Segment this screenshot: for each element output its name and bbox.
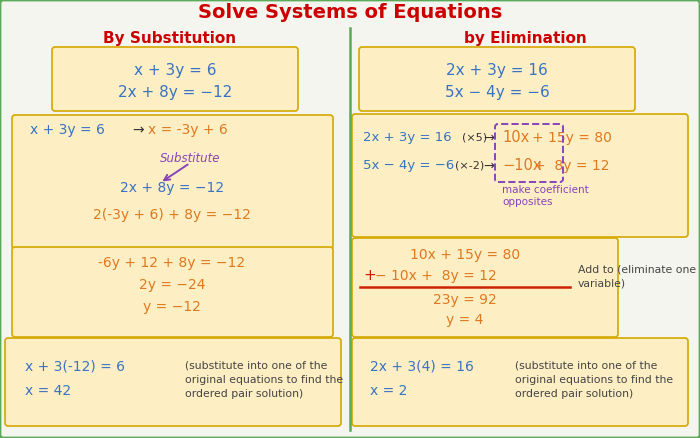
Text: original equations to find the: original equations to find the (515, 375, 673, 385)
Text: original equations to find the: original equations to find the (185, 375, 343, 385)
FancyBboxPatch shape (12, 115, 333, 249)
Text: x + 3y = 6: x + 3y = 6 (30, 123, 105, 137)
Text: (substitute into one of the: (substitute into one of the (185, 361, 328, 371)
Text: x + 3y = 6: x + 3y = 6 (134, 63, 216, 78)
Text: ordered pair solution): ordered pair solution) (515, 389, 634, 399)
Text: +: + (363, 268, 376, 283)
Text: 5x − 4y = −6: 5x − 4y = −6 (444, 85, 550, 99)
Text: (×-2): (×-2) (455, 161, 484, 171)
Text: −10x: −10x (502, 159, 542, 173)
Text: 2x + 8y = −12: 2x + 8y = −12 (120, 181, 224, 195)
Text: Substitute: Substitute (160, 152, 220, 165)
Text: make coefficient: make coefficient (502, 185, 589, 195)
FancyBboxPatch shape (12, 247, 333, 337)
FancyBboxPatch shape (52, 47, 298, 111)
Text: ordered pair solution): ordered pair solution) (185, 389, 303, 399)
Text: By Substitution: By Substitution (104, 31, 237, 46)
Text: Add to (eliminate one: Add to (eliminate one (578, 265, 696, 275)
Text: 5x − 4y = −6: 5x − 4y = −6 (363, 159, 454, 173)
Text: x + 3(-12) = 6: x + 3(-12) = 6 (25, 359, 125, 373)
Text: 2x + 8y = −12: 2x + 8y = −12 (118, 85, 232, 99)
Text: Solve Systems of Equations: Solve Systems of Equations (198, 4, 502, 22)
Text: →: → (483, 159, 494, 173)
Text: →: → (483, 131, 494, 145)
FancyBboxPatch shape (359, 47, 635, 111)
Text: 2(-3y + 6) + 8y = −12: 2(-3y + 6) + 8y = −12 (93, 208, 251, 222)
Text: 2x + 3(4) = 16: 2x + 3(4) = 16 (370, 359, 474, 373)
Text: variable): variable) (578, 278, 626, 288)
Text: y = 4: y = 4 (447, 313, 484, 327)
Text: +  8y = 12: + 8y = 12 (534, 159, 610, 173)
Text: -6y + 12 + 8y = −12: -6y + 12 + 8y = −12 (99, 256, 246, 270)
Text: (substitute into one of the: (substitute into one of the (515, 361, 657, 371)
Text: y = −12: y = −12 (143, 300, 201, 314)
Text: 10x: 10x (502, 131, 529, 145)
Text: x = 42: x = 42 (25, 384, 71, 398)
Text: 2x + 3y = 16: 2x + 3y = 16 (446, 63, 548, 78)
Text: − 10x +  8y = 12: − 10x + 8y = 12 (375, 269, 497, 283)
Text: 23y = 92: 23y = 92 (433, 293, 497, 307)
FancyBboxPatch shape (352, 338, 688, 426)
Text: x = 2: x = 2 (370, 384, 407, 398)
Text: 2x + 3y = 16: 2x + 3y = 16 (363, 131, 452, 145)
Text: 2y = −24: 2y = −24 (139, 278, 205, 292)
Text: opposites: opposites (502, 197, 552, 207)
Text: by Elimination: by Elimination (463, 31, 587, 46)
Text: (×5): (×5) (462, 133, 487, 143)
FancyBboxPatch shape (352, 114, 688, 237)
Text: x = -3y + 6: x = -3y + 6 (148, 123, 228, 137)
FancyBboxPatch shape (352, 238, 618, 337)
Text: 10x + 15y = 80: 10x + 15y = 80 (410, 248, 520, 262)
Text: →: → (132, 123, 144, 137)
Text: + 15y = 80: + 15y = 80 (532, 131, 612, 145)
FancyBboxPatch shape (5, 338, 341, 426)
